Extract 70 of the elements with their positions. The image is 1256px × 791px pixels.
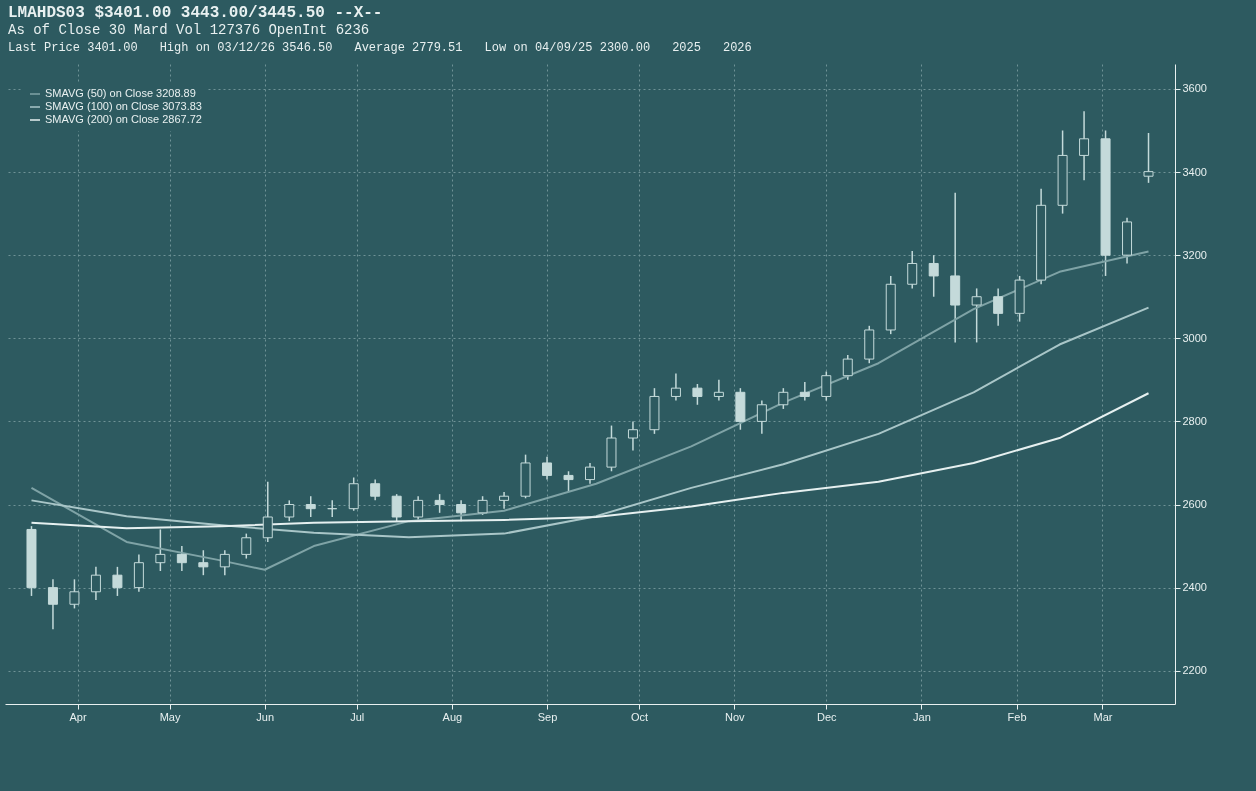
x-tick-label: Nov xyxy=(724,710,746,723)
candlestick xyxy=(284,499,295,522)
x-tick-label: Jul xyxy=(350,710,365,723)
text: High on 03/12/26 3546.50 xyxy=(159,41,333,55)
candlestick xyxy=(69,578,80,610)
candlestick xyxy=(413,495,424,522)
x-tick-label: Feb xyxy=(1007,710,1027,723)
line-series xyxy=(30,250,1150,571)
line-series xyxy=(30,392,1150,530)
candlestick xyxy=(47,578,58,630)
legend-label: SMAVG (100) on Close 3073.83 xyxy=(45,100,202,112)
candlestick xyxy=(756,399,767,435)
candlestick xyxy=(499,491,510,510)
x-tick-label: Oct xyxy=(631,710,649,723)
candlestick xyxy=(778,387,789,410)
y-tick-label: 2600 xyxy=(1182,498,1207,511)
x-tick-label: May xyxy=(159,710,181,723)
text: Last Price 3401.00 xyxy=(8,41,138,55)
x-tick-label: Sep xyxy=(537,710,558,723)
candlestick xyxy=(477,495,488,516)
text: Low on 04/09/25 2300.00 xyxy=(484,41,651,55)
chart-subtitle: As of Close 30 Mard Vol 127376 OpenInt 6236 xyxy=(8,22,371,38)
candlestick xyxy=(198,549,209,576)
candlestick xyxy=(305,495,316,518)
x-tick-label: Apr xyxy=(69,710,87,723)
candlestick xyxy=(391,493,402,522)
candlestick xyxy=(1079,110,1090,182)
candlestick xyxy=(155,528,166,572)
x-tick-label: Aug xyxy=(442,710,463,723)
y-tick-label: 2800 xyxy=(1182,414,1207,427)
candlestick xyxy=(241,532,252,560)
candlestick xyxy=(821,370,832,402)
candlestick xyxy=(713,379,724,402)
candlestick xyxy=(842,354,853,381)
candlestick xyxy=(627,420,638,452)
x-tick-label: Jan xyxy=(913,710,931,723)
y-tick-label: 3200 xyxy=(1182,248,1207,261)
candlestick xyxy=(799,381,810,402)
x-tick-label: Jun xyxy=(256,710,275,723)
y-tick-label: 2400 xyxy=(1182,581,1207,594)
candlestick xyxy=(176,545,187,572)
candlestick xyxy=(262,480,273,543)
text: Average 2779.51 xyxy=(354,41,463,55)
legend-label: SMAVG (50) on Close 3208.89 xyxy=(45,87,196,99)
legend-label: SMAVG (200) on Close 2867.72 xyxy=(45,113,202,125)
candlestick xyxy=(370,478,381,502)
candlestick xyxy=(219,549,230,576)
text: 2026 xyxy=(722,41,752,55)
candlestick xyxy=(928,254,939,298)
y-tick-label: 3600 xyxy=(1182,82,1207,95)
candlestick xyxy=(542,455,553,481)
candlestick xyxy=(907,250,918,290)
candlestick xyxy=(993,287,1004,327)
y-tick-label: 3400 xyxy=(1182,165,1207,178)
text: 2025 xyxy=(672,41,701,55)
candlestick xyxy=(90,566,101,601)
y-tick-label: 3000 xyxy=(1182,331,1207,344)
line-series xyxy=(30,306,1150,539)
x-tick-label: Mar xyxy=(1093,710,1113,723)
candlestick xyxy=(670,372,681,402)
candlestick xyxy=(692,383,703,406)
candlestick xyxy=(434,493,445,514)
candlestick xyxy=(585,462,595,485)
candlestick xyxy=(1143,132,1154,184)
chart-title: LMAHDS03 $3401.00 3443.00/3445.50 --X-- xyxy=(8,4,384,22)
x-tick-label: Dec xyxy=(817,710,838,723)
candlestick xyxy=(971,287,982,344)
candlestick xyxy=(563,470,574,493)
y-tick-label: 2200 xyxy=(1182,664,1207,677)
candlestick xyxy=(112,566,123,597)
